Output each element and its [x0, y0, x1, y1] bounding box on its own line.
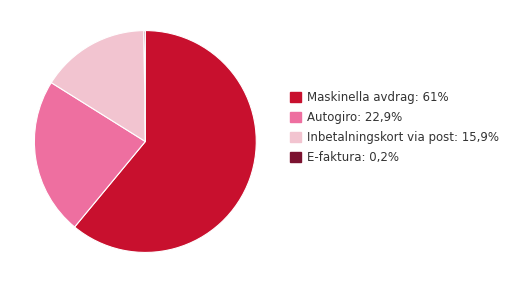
Wedge shape [51, 31, 145, 142]
Wedge shape [75, 31, 256, 252]
Wedge shape [34, 83, 145, 227]
Legend: Maskinella avdrag: 61%, Autogiro: 22,9%, Inbetalningskort via post: 15,9%, E-fak: Maskinella avdrag: 61%, Autogiro: 22,9%,… [290, 91, 499, 164]
Wedge shape [144, 31, 145, 142]
